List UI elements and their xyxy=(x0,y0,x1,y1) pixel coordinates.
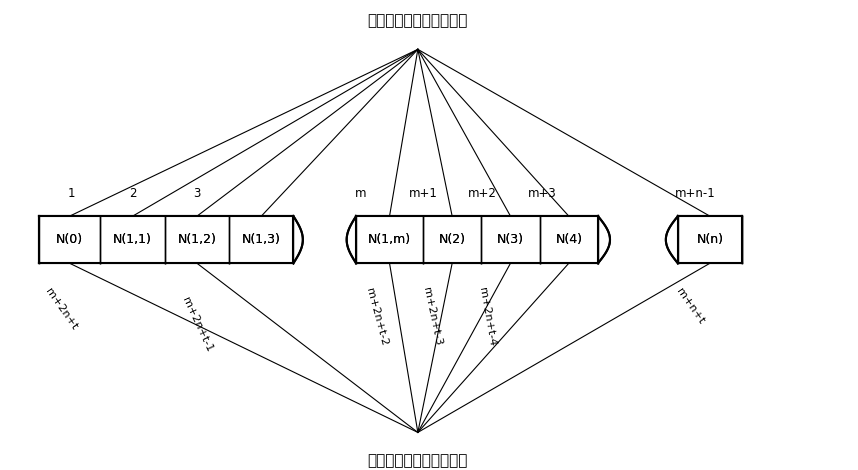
Text: N(1,2): N(1,2) xyxy=(178,233,216,246)
Text: m+2n+t-2: m+2n+t-2 xyxy=(364,287,389,347)
Bar xyxy=(100,216,165,263)
Text: m+2n+t-4: m+2n+t-4 xyxy=(477,287,497,347)
Text: N(1,3): N(1,3) xyxy=(242,233,281,246)
Text: N(0): N(0) xyxy=(56,233,83,246)
Bar xyxy=(356,216,423,263)
Text: m+3: m+3 xyxy=(528,187,557,200)
Text: N(4): N(4) xyxy=(555,233,583,246)
Text: N(n): N(n) xyxy=(697,233,723,246)
Text: N(2): N(2) xyxy=(438,233,466,246)
Text: m+1: m+1 xyxy=(408,187,438,200)
Bar xyxy=(540,216,598,263)
Text: 3: 3 xyxy=(194,187,201,200)
Text: N(1,2): N(1,2) xyxy=(178,233,216,246)
Text: 1: 1 xyxy=(68,187,75,200)
Text: N(1,3): N(1,3) xyxy=(242,233,281,246)
Text: N(1,m): N(1,m) xyxy=(368,233,411,246)
Text: m+2n+t-1: m+2n+t-1 xyxy=(179,296,214,354)
Text: 下行数据时监听的时间片: 下行数据时监听的时间片 xyxy=(368,13,468,28)
Text: 上行数据时监听的时间片: 上行数据时监听的时间片 xyxy=(368,454,468,469)
Bar xyxy=(481,216,540,263)
Bar xyxy=(678,216,742,263)
Bar xyxy=(423,216,481,263)
Text: N(3): N(3) xyxy=(497,233,524,246)
Text: 2: 2 xyxy=(130,187,136,200)
Text: N(0): N(0) xyxy=(56,233,83,246)
Text: m+n-1: m+n-1 xyxy=(674,187,716,200)
Text: m+2: m+2 xyxy=(468,187,497,200)
Bar xyxy=(165,216,229,263)
Bar xyxy=(39,216,100,263)
Bar xyxy=(229,216,293,263)
Text: N(1,1): N(1,1) xyxy=(113,233,152,246)
Text: N(3): N(3) xyxy=(497,233,524,246)
Text: N(2): N(2) xyxy=(438,233,466,246)
Text: N(4): N(4) xyxy=(555,233,583,246)
Text: m: m xyxy=(354,187,366,200)
Text: N(n): N(n) xyxy=(697,233,723,246)
Text: N(1,m): N(1,m) xyxy=(368,233,411,246)
Text: m+n+t: m+n+t xyxy=(674,287,705,326)
Text: m+2n+t: m+2n+t xyxy=(43,287,79,332)
Text: m+2n+t-3: m+2n+t-3 xyxy=(421,287,443,347)
Text: N(1,1): N(1,1) xyxy=(113,233,152,246)
